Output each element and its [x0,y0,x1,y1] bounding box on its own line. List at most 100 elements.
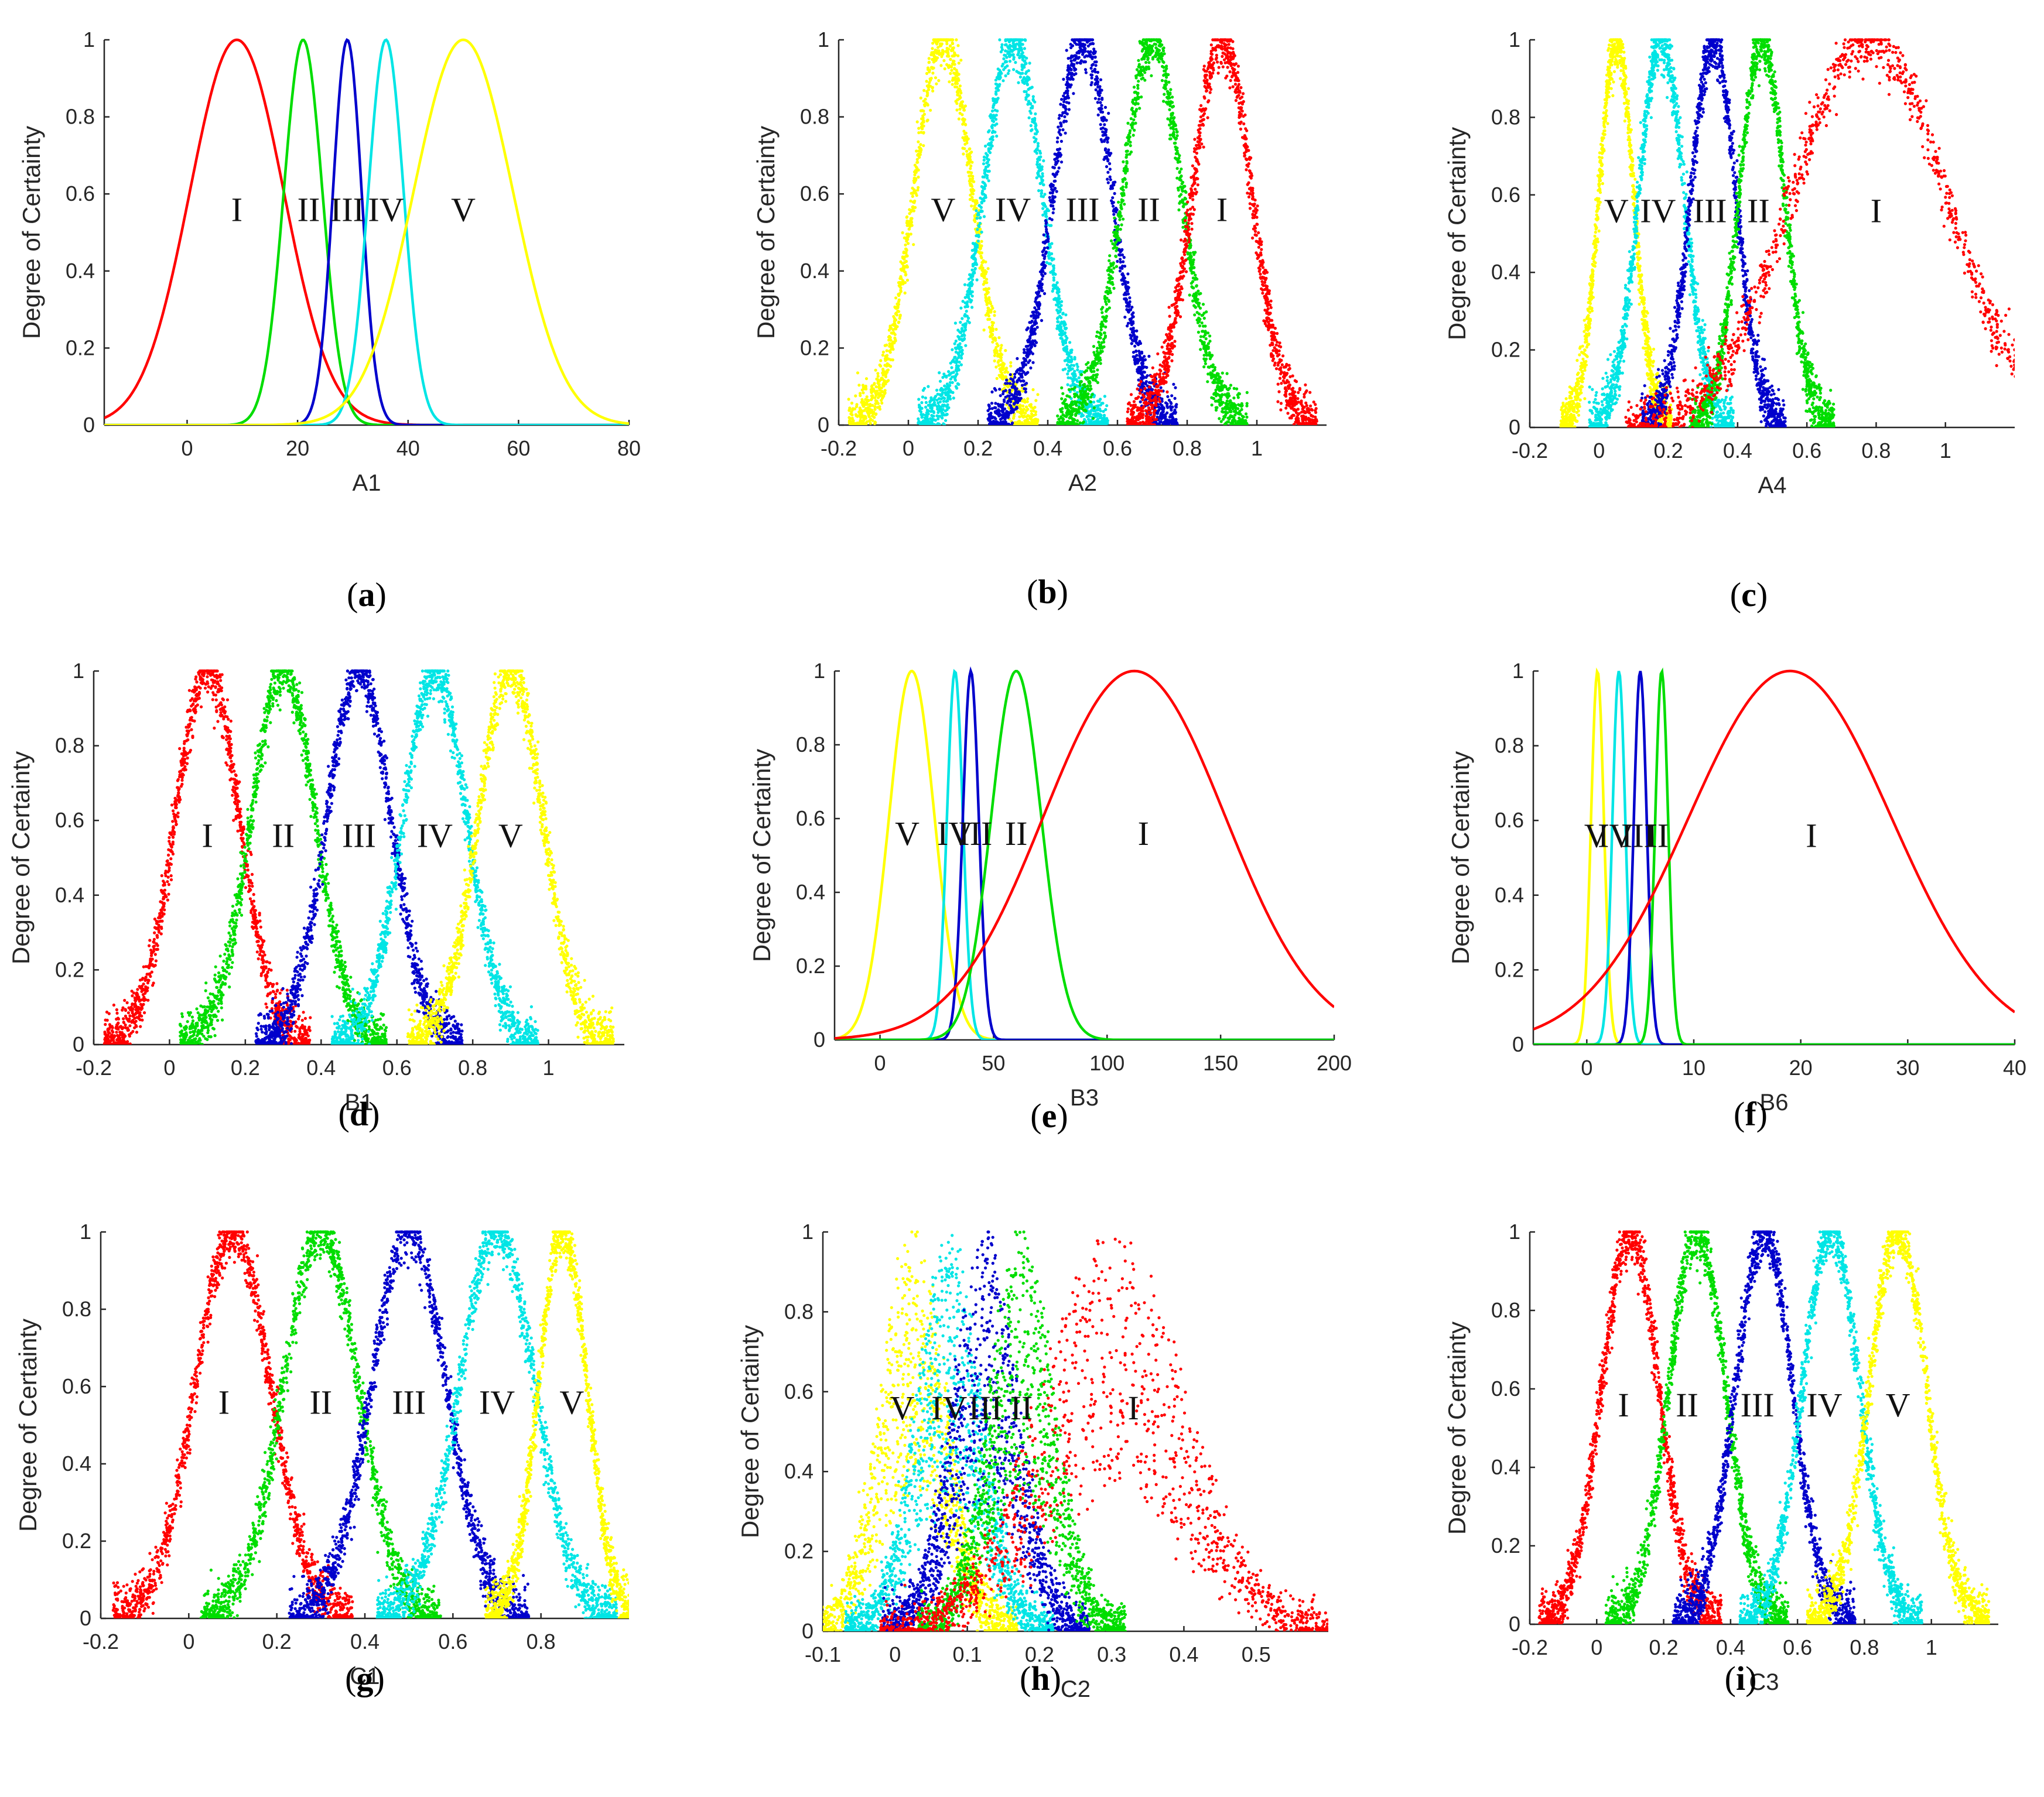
data-point [927,85,930,89]
data-point [973,256,976,260]
data-point [1096,90,1100,94]
data-point [1168,96,1171,100]
data-point [986,409,990,412]
data-point [1012,396,1016,400]
data-point [875,389,879,393]
data-point [1056,300,1059,304]
data-point [926,417,929,421]
data-point [934,49,937,52]
data-point [997,374,1001,377]
data-point [929,66,933,69]
data-point [1057,166,1061,170]
data-point [1092,366,1095,370]
data-point [975,234,979,237]
data-point [1095,423,1099,425]
data-point [930,51,934,54]
data-point [993,387,996,391]
data-point [1073,369,1076,373]
data-point [1055,140,1059,143]
data-point [1036,144,1040,148]
data-point [917,152,920,156]
data-point [898,313,902,317]
data-point [1003,371,1007,374]
data-point [893,322,897,326]
data-point [1115,265,1119,268]
series-I [104,38,629,425]
data-point [894,296,898,300]
data-point [1033,149,1037,153]
data-point [1034,139,1037,143]
data-point [1216,384,1219,388]
data-point [1190,282,1193,285]
data-point [977,211,980,215]
data-point [1022,357,1026,360]
data-point [1064,341,1067,344]
data-point [1004,389,1007,392]
data-point [1076,419,1079,423]
data-point [1172,382,1175,386]
data-point [887,338,891,342]
data-point [1000,353,1004,357]
data-point [986,312,989,315]
data-point [982,162,986,166]
data-point [1087,417,1091,421]
data-point [1075,61,1079,65]
data-point [1135,108,1139,111]
data-point [1027,88,1030,91]
data-point [1078,38,1082,42]
data-point [982,283,985,286]
data-point [982,215,986,218]
data-point [1020,49,1023,52]
data-point [1076,57,1080,60]
data-point [999,358,1003,362]
data-point [864,377,869,381]
data-point [870,396,874,399]
data-point [1034,297,1038,301]
data-point [1192,253,1196,256]
data-point [934,76,938,80]
data-point [1079,59,1083,63]
data-point [1008,388,1011,392]
data-point [1042,292,1047,295]
data-point [1126,121,1130,125]
data-point [961,328,964,332]
data-point [1061,392,1065,395]
data-point [1160,397,1164,401]
data-point [1002,420,1005,423]
data-point [1009,361,1013,364]
data-point [903,261,906,265]
data-point [924,405,928,409]
data-point [997,88,1000,92]
data-point [1106,181,1110,184]
data-point [1009,44,1012,47]
data-point [953,63,956,66]
data-point [1096,381,1099,385]
data-point [998,77,1002,81]
data-point [881,350,885,354]
data-point [1009,400,1013,403]
data-point [907,227,911,231]
data-point [1032,409,1035,413]
data-point [1058,310,1062,314]
data-point [1136,87,1140,90]
data-point [1175,421,1178,425]
data-point [1004,349,1007,352]
data-point [936,423,940,425]
data-point [998,83,1002,86]
data-point [1074,372,1077,376]
data-point [1143,355,1146,358]
data-point [962,106,966,109]
data-point [1080,42,1083,46]
data-point [1056,170,1059,173]
data-point [1056,309,1059,313]
data-point [993,131,997,134]
data-point [1200,321,1204,325]
data-point [1091,63,1094,67]
data-point [1074,72,1078,76]
data-point [1121,282,1124,286]
data-point [917,186,920,189]
data-point [1121,178,1124,182]
data-point [924,401,928,405]
data-point [1069,355,1073,359]
